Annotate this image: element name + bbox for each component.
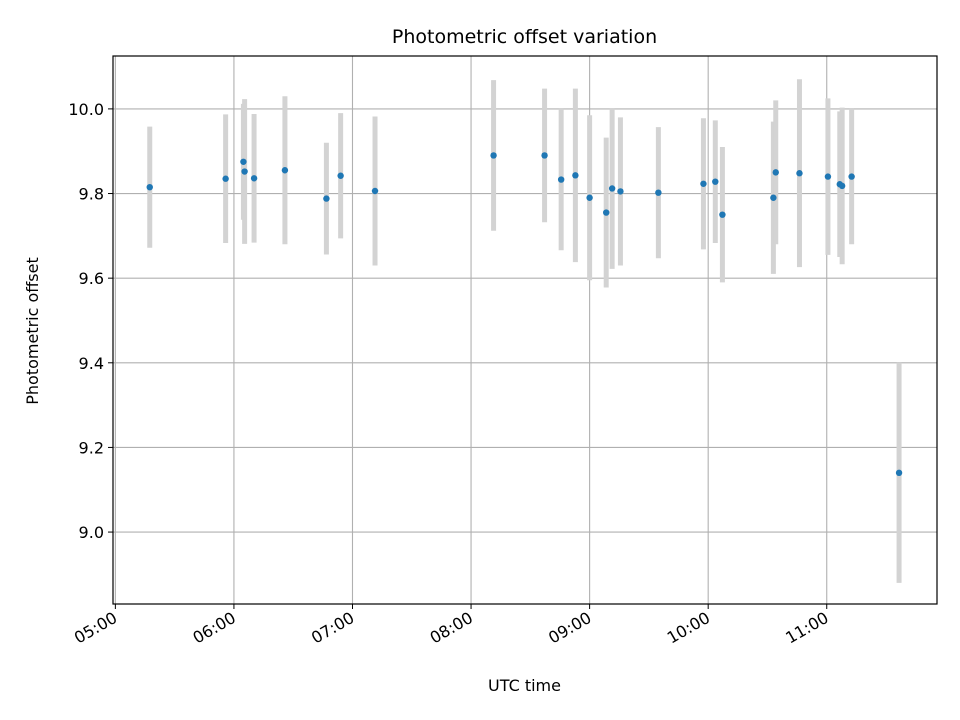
y-tick-label: 9.4 bbox=[79, 354, 104, 373]
data-point bbox=[770, 194, 777, 201]
data-point bbox=[222, 175, 229, 182]
y-tick-label: 9.2 bbox=[79, 438, 104, 457]
grid bbox=[113, 56, 937, 604]
data-point bbox=[895, 469, 903, 477]
data-points bbox=[146, 152, 903, 477]
data-point bbox=[838, 182, 846, 190]
data-point bbox=[608, 185, 616, 192]
data-point bbox=[541, 152, 548, 159]
data-point bbox=[371, 187, 379, 195]
y-axis-label: Photometric offset bbox=[23, 257, 42, 405]
chart-title: Photometric offset variation bbox=[392, 26, 657, 48]
data-point bbox=[241, 168, 248, 175]
y-axis-ticks: 9.0 9.2 9.4 9.6 9.8 10.0 bbox=[68, 100, 113, 542]
data-point bbox=[719, 211, 726, 218]
data-point bbox=[796, 170, 803, 177]
data-point bbox=[586, 194, 593, 201]
x-axis-label: UTC time bbox=[488, 676, 561, 695]
data-point bbox=[655, 189, 662, 196]
data-point bbox=[572, 172, 579, 179]
y-tick-label: 9.0 bbox=[79, 523, 104, 542]
data-point bbox=[772, 169, 779, 176]
data-point bbox=[712, 178, 719, 185]
data-point bbox=[848, 173, 855, 180]
data-point bbox=[323, 195, 330, 202]
data-point bbox=[557, 176, 565, 183]
data-point bbox=[240, 158, 247, 165]
data-point bbox=[603, 209, 610, 216]
data-point bbox=[700, 180, 707, 187]
plot-frame bbox=[112, 55, 938, 605]
data-point bbox=[617, 188, 624, 195]
data-point bbox=[250, 175, 258, 182]
data-point bbox=[146, 183, 153, 191]
data-point bbox=[490, 152, 497, 159]
data-point bbox=[337, 172, 344, 179]
data-point bbox=[281, 167, 289, 174]
y-tick-label: 10.0 bbox=[68, 100, 104, 119]
y-tick-label: 9.8 bbox=[79, 185, 104, 204]
data-point bbox=[824, 173, 832, 180]
y-tick-label: 9.6 bbox=[79, 269, 104, 288]
